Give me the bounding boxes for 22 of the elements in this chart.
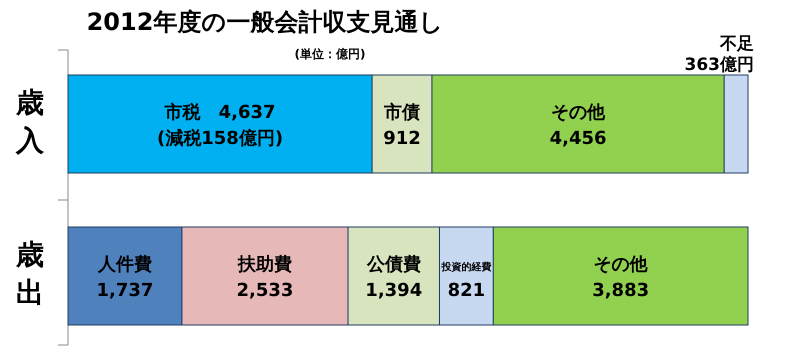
data-label: 2,533 <box>236 280 294 301</box>
data-label: 3,883 <box>592 280 650 301</box>
series-label: 扶助費 <box>236 254 292 275</box>
data-label: 821 <box>448 280 486 301</box>
series-label: 公債費 <box>366 254 421 275</box>
data-label: 4,456 <box>550 128 607 149</box>
series-label: 投資的経費 <box>440 261 492 273</box>
data-label: 363億円 <box>684 55 754 75</box>
chart-title: 2012年度の一般会計収支見通し <box>86 8 444 36</box>
series-label: 人件費 <box>96 254 152 275</box>
y-tick-label: 歳出 <box>15 238 44 309</box>
series-label: 市債 <box>383 102 420 123</box>
series-label: その他 <box>551 102 606 123</box>
text: 市税 4,637 <box>164 102 276 123</box>
data-label: 912 <box>383 128 421 149</box>
data-label: 1,394 <box>365 280 422 301</box>
series-label: 不足 <box>719 34 754 54</box>
series-label: その他 <box>594 254 649 275</box>
y-tick-label: 歳入 <box>15 86 45 157</box>
data-label: 1,737 <box>96 280 154 301</box>
annotation: (減税158億円) <box>157 128 284 149</box>
chart-subtitle: (単位：億円) <box>294 47 366 61</box>
